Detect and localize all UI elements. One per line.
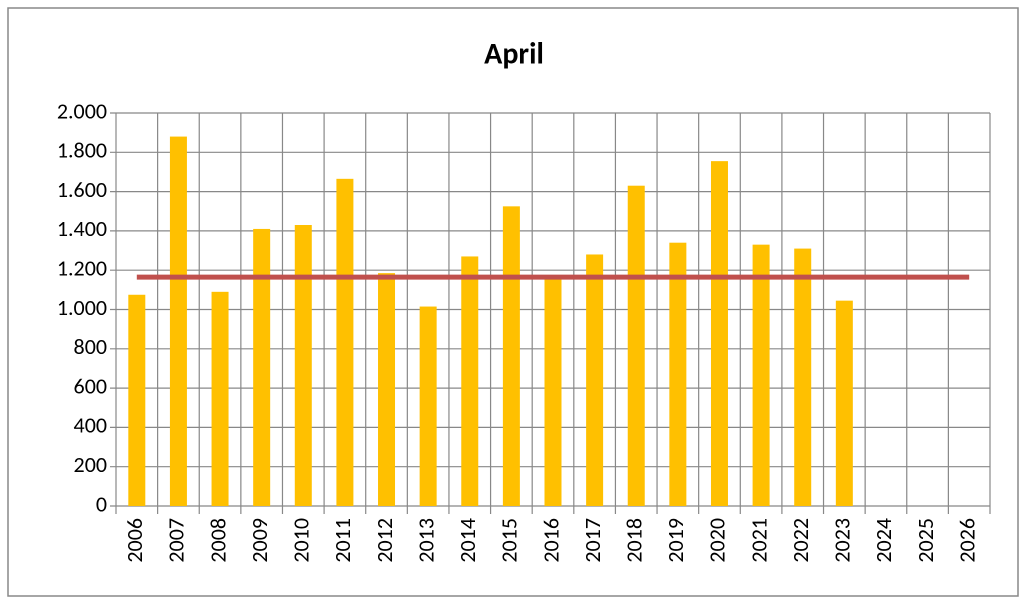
x-tick-label: 2016	[537, 518, 564, 563]
x-tick-label: 2026	[953, 518, 980, 563]
bar	[211, 291, 229, 506]
x-tick-label: 2011	[329, 518, 356, 563]
x-tick-label: 2014	[454, 518, 481, 563]
y-tick-label: 1.600	[57, 176, 107, 203]
y-tick-label: 1.000	[57, 294, 107, 321]
bar	[669, 242, 687, 506]
bar	[378, 273, 396, 506]
bar	[128, 294, 146, 506]
x-tick-label: 2018	[620, 518, 647, 563]
y-tick-label: 1.400	[57, 215, 107, 242]
x-tick-label: 2015	[496, 518, 523, 563]
x-tick-label: 2023	[829, 518, 856, 563]
y-tick-label: 400	[74, 412, 107, 439]
x-tick-label: 2013	[412, 518, 439, 563]
x-tick-label: 2020	[704, 518, 731, 563]
bar	[294, 225, 312, 506]
bar	[461, 256, 479, 506]
y-tick-label: 1.800	[57, 137, 107, 164]
bar	[794, 248, 812, 506]
x-tick-label: 2012	[371, 518, 398, 563]
y-tick-label: 0	[96, 490, 107, 517]
y-tick-label: 2.000	[57, 97, 107, 124]
bar	[752, 244, 770, 506]
x-tick-label: 2022	[787, 518, 814, 563]
bar	[336, 178, 354, 506]
x-tick-label: 2006	[121, 518, 148, 563]
bar	[544, 278, 562, 506]
x-tick-label: 2010	[288, 518, 315, 563]
chart-title: April	[484, 35, 544, 72]
x-tick-label: 2021	[745, 518, 772, 563]
bar	[627, 185, 645, 506]
bar	[419, 306, 437, 506]
y-tick-label: 600	[74, 372, 107, 399]
bar	[253, 228, 271, 506]
y-tick-label: 800	[74, 333, 107, 360]
bar	[586, 254, 604, 506]
bar	[169, 136, 187, 506]
y-tick-label: 1.200	[57, 254, 107, 281]
bar	[835, 300, 853, 506]
x-tick-label: 2017	[579, 518, 606, 563]
bar	[502, 206, 520, 506]
x-tick-label: 2007	[163, 518, 190, 563]
bar	[710, 161, 728, 506]
x-tick-label: 2019	[662, 518, 689, 563]
x-tick-label: 2025	[912, 518, 939, 563]
y-tick-label: 200	[74, 451, 107, 478]
x-tick-label: 2009	[246, 518, 273, 563]
x-tick-label: 2008	[204, 518, 231, 563]
x-tick-label: 2024	[870, 518, 897, 563]
